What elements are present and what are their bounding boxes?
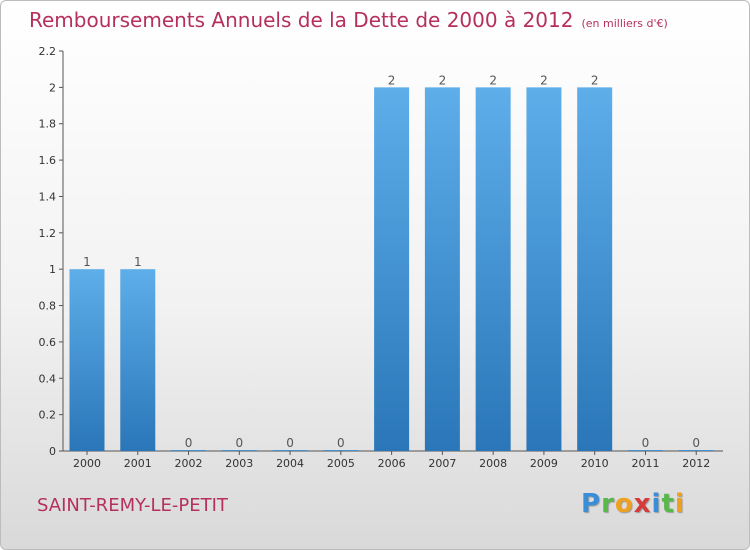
bar-value-label: 0: [286, 436, 294, 450]
y-tick-label: 1.4: [39, 190, 57, 203]
x-tick-label: 2006: [378, 457, 406, 470]
x-tick-label: 2005: [327, 457, 355, 470]
x-tick-label: 2000: [73, 457, 101, 470]
bar-value-label: 1: [134, 255, 142, 269]
x-tick-label: 2001: [124, 457, 152, 470]
bar-value-label: 0: [337, 436, 345, 450]
bar-value-label: 2: [489, 73, 497, 87]
x-tick-label: 2007: [428, 457, 456, 470]
x-tick-label: 2011: [631, 457, 659, 470]
bar-value-label: 1: [83, 255, 91, 269]
bar: [577, 87, 613, 451]
y-tick-label: 1: [49, 263, 56, 276]
bar: [171, 450, 207, 451]
logo-letter: P: [581, 489, 602, 519]
y-tick-label: 1.2: [39, 227, 57, 240]
bar: [120, 269, 156, 451]
bar: [69, 269, 105, 451]
x-tick-label: 2004: [276, 457, 304, 470]
bar-value-label: 0: [692, 436, 700, 450]
bar-value-label: 2: [591, 73, 599, 87]
x-tick-label: 2003: [225, 457, 253, 470]
bar-value-label: 0: [185, 436, 193, 450]
bar-value-label: 0: [235, 436, 243, 450]
y-tick-label: 0.2: [39, 409, 57, 422]
proxiti-logo[interactable]: Proxiti: [581, 489, 685, 519]
logo-letter: o: [614, 489, 634, 519]
y-tick-label: 1.6: [39, 154, 57, 167]
logo-letter: i: [651, 489, 662, 519]
logo-letter: t: [661, 489, 675, 519]
bar: [627, 450, 663, 451]
bar: [526, 87, 562, 451]
chart-bars: [69, 87, 714, 451]
y-tick-label: 0.6: [39, 336, 57, 349]
x-tick-label: 2008: [479, 457, 507, 470]
y-tick-label: 0: [49, 445, 56, 458]
x-tick-label: 2002: [175, 457, 203, 470]
chart-title: Remboursements Annuels de la Dette de 20…: [29, 8, 668, 32]
logo-letter: i: [674, 489, 685, 519]
commune-name: SAINT-REMY-LE-PETIT: [37, 495, 228, 516]
chart-data-labels: 1 1 0 0 0 0 2 2 2 2 2 0 0: [83, 73, 700, 450]
bar-value-label: 2: [388, 73, 396, 87]
bar-value-label: 0: [642, 436, 650, 450]
x-tick-label: 2009: [530, 457, 558, 470]
bar: [475, 87, 511, 451]
x-tick-label: 2010: [581, 457, 609, 470]
y-tick-label: 2: [49, 81, 56, 94]
bar-value-label: 2: [439, 73, 447, 87]
bar: [678, 450, 714, 451]
y-tick-label: 0.8: [39, 300, 57, 313]
bar-value-label: 2: [540, 73, 548, 87]
bar: [424, 87, 460, 451]
y-tick-label: 0.4: [39, 372, 57, 385]
x-tick-label: 2012: [682, 457, 710, 470]
y-tick-label: 1.8: [39, 118, 57, 131]
y-tick-label: 2.2: [39, 45, 57, 58]
title-text: Remboursements Annuels de la Dette de 20…: [29, 8, 574, 32]
chart-subtitle: (en milliers d'€): [581, 17, 668, 30]
bar: [374, 87, 410, 451]
bar: [323, 450, 359, 451]
logo-letter: r: [601, 489, 615, 519]
bar: [221, 450, 257, 451]
logo-letter: x: [633, 489, 652, 519]
bar: [272, 450, 308, 451]
